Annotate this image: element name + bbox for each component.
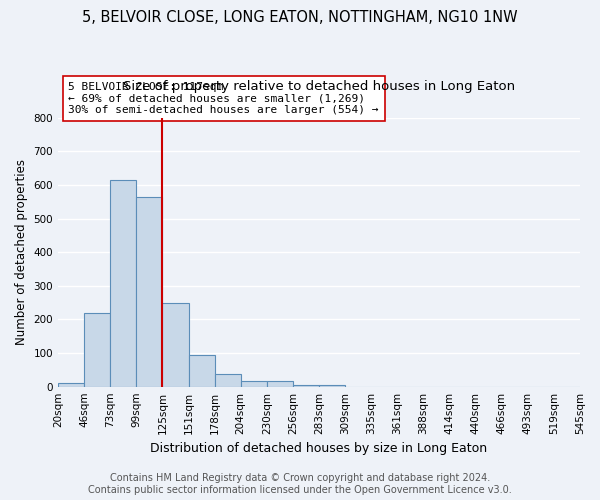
Text: Contains HM Land Registry data © Crown copyright and database right 2024.
Contai: Contains HM Land Registry data © Crown c… [88, 474, 512, 495]
Bar [293, 385, 319, 386]
Bar [136, 197, 163, 386]
Text: 5 BELVOIR CLOSE: 117sqm
← 69% of detached houses are smaller (1,269)
30% of semi: 5 BELVOIR CLOSE: 117sqm ← 69% of detache… [68, 82, 379, 115]
Bar [58, 384, 84, 386]
Bar [84, 312, 110, 386]
Bar [319, 385, 345, 386]
Title: Size of property relative to detached houses in Long Eaton: Size of property relative to detached ho… [123, 80, 515, 93]
Bar [110, 180, 136, 386]
Bar [163, 302, 188, 386]
Bar [188, 354, 215, 386]
Bar [241, 380, 267, 386]
Bar [215, 374, 241, 386]
X-axis label: Distribution of detached houses by size in Long Eaton: Distribution of detached houses by size … [151, 442, 488, 455]
Y-axis label: Number of detached properties: Number of detached properties [15, 159, 28, 345]
Text: 5, BELVOIR CLOSE, LONG EATON, NOTTINGHAM, NG10 1NW: 5, BELVOIR CLOSE, LONG EATON, NOTTINGHAM… [82, 10, 518, 25]
Bar [267, 380, 293, 386]
